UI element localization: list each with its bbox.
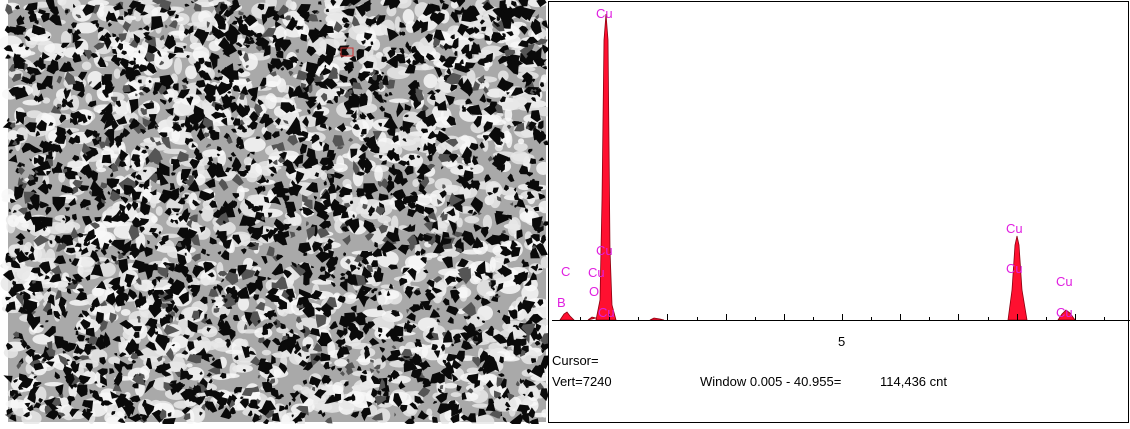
peak-label: B [557, 295, 566, 310]
peak-label: Cu [1056, 274, 1073, 289]
count-label: 114,436 cnt [880, 374, 947, 389]
peak-label: Cu [598, 305, 615, 320]
peak-label: C [561, 264, 570, 279]
screen: Cu Cu C Cu O B Cu Cu Cu Cu Cu 5 Cursor= … [0, 0, 1130, 424]
peak-label: Cu [596, 6, 613, 21]
axis-label: 5 [838, 334, 845, 349]
peak-label: O [589, 284, 599, 299]
cursor-label: Cursor= [552, 353, 599, 368]
spectrum-panel [549, 2, 1129, 423]
peak-label: Cu [596, 243, 613, 258]
peak-label: Cu [1006, 221, 1023, 236]
vert-label: Vert=7240 [552, 374, 612, 389]
sem-image [0, 0, 554, 424]
window-label: Window 0.005 - 40.955= [700, 374, 841, 389]
peak-label: Cu [588, 265, 605, 280]
peak-label: Cu [1006, 261, 1023, 276]
peak-label: Cu [1056, 305, 1073, 320]
